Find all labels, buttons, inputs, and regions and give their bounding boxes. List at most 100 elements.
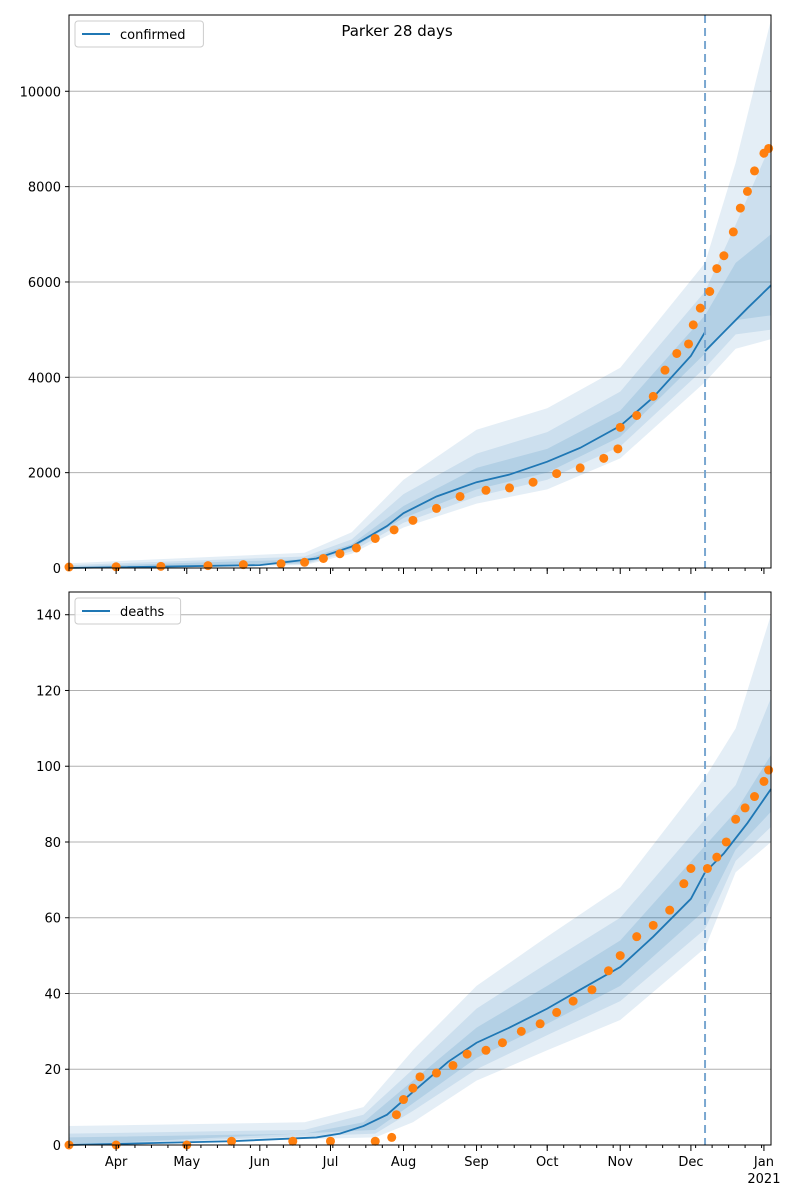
observed-point xyxy=(448,1060,458,1070)
observed-point xyxy=(759,776,769,786)
x-tick-label: Dec xyxy=(678,1155,703,1170)
observed-point xyxy=(587,985,597,995)
observed-point xyxy=(705,287,715,296)
uncertainty-band-inner xyxy=(69,754,771,1145)
y-tick-label: 100 xyxy=(36,760,61,775)
x-tick-label: Nov xyxy=(608,1155,634,1170)
legend: confirmed xyxy=(74,20,204,48)
y-tick-label: 10000 xyxy=(20,85,61,100)
observed-point xyxy=(431,503,441,513)
observed-point xyxy=(528,477,538,487)
observed-point xyxy=(351,543,361,553)
observed-point xyxy=(568,996,578,1006)
y-tick-label: 140 xyxy=(36,609,61,624)
observed-point xyxy=(665,905,675,915)
observed-point xyxy=(335,549,345,559)
observed-point xyxy=(227,1136,237,1146)
observed-point xyxy=(575,463,585,473)
legend-box xyxy=(74,597,182,625)
observed-point xyxy=(481,1045,491,1055)
observed-point xyxy=(203,561,213,571)
y-tick-label: 4000 xyxy=(28,371,61,386)
observed-point xyxy=(672,348,682,358)
observed-point xyxy=(318,553,328,563)
observed-point xyxy=(387,1132,397,1142)
y-tick-label: 80 xyxy=(44,836,61,851)
forecast-line xyxy=(704,788,772,873)
deaths-panel: 0 20 40 60 80 100 120 140 deaths Apr May Jun Jul Aug S… xyxy=(36,591,780,1187)
observed-point xyxy=(408,1083,418,1093)
x-tick-label: Apr xyxy=(105,1155,128,1170)
y-tick-label: 0 xyxy=(53,1139,61,1154)
observed-point xyxy=(535,1019,545,1029)
observed-point xyxy=(728,227,738,237)
observed-point xyxy=(391,1110,401,1120)
observed-point xyxy=(686,864,696,873)
observed-point xyxy=(599,453,609,463)
model-line xyxy=(68,871,706,1146)
observed-point xyxy=(505,483,515,493)
uncertainty-band-outer xyxy=(69,19,771,569)
uncertainty-band-inner xyxy=(69,234,771,569)
observed-point xyxy=(688,320,698,330)
x-tick-label: Jul xyxy=(322,1155,339,1170)
observed-point xyxy=(156,561,166,571)
x-tick-label: May xyxy=(173,1155,200,1170)
observed-point xyxy=(408,515,418,525)
observed-point xyxy=(300,557,310,567)
observed-point xyxy=(370,1136,380,1146)
observed-point xyxy=(516,1026,526,1036)
observed-point xyxy=(399,1095,409,1105)
y-tick-label: 60 xyxy=(44,912,61,927)
observed-point xyxy=(719,251,729,261)
forecast-line xyxy=(704,284,772,352)
observed-point xyxy=(695,303,705,313)
observed-point xyxy=(712,264,722,274)
x-tick-label: Oct xyxy=(536,1155,558,1170)
observed-point xyxy=(389,525,399,535)
uncertainty-band-outer xyxy=(69,614,771,1145)
observed-point xyxy=(481,485,491,495)
legend: deaths xyxy=(74,597,182,625)
observed-point xyxy=(750,792,760,802)
observed-point xyxy=(497,1038,507,1048)
observed-point xyxy=(603,966,613,976)
model-line xyxy=(68,331,706,569)
observed-point xyxy=(735,203,745,213)
axes-frame xyxy=(68,14,772,569)
chart-title: Parker 28 days xyxy=(341,22,452,40)
observed-point xyxy=(552,1007,562,1017)
observed-point xyxy=(660,365,670,375)
observed-point xyxy=(750,166,760,176)
y-tick-label: 20 xyxy=(44,1063,61,1078)
x-tick-label: Jun xyxy=(249,1155,270,1170)
y-tick-label: 40 xyxy=(44,987,61,1002)
observed-point xyxy=(679,879,689,889)
observed-point xyxy=(615,951,625,961)
x-tick-label: Aug xyxy=(391,1155,416,1170)
observed-point xyxy=(764,143,774,153)
observed-point xyxy=(462,1049,472,1059)
observed-point xyxy=(721,837,731,847)
uncertainty-band-middle xyxy=(69,698,771,1145)
observed-point xyxy=(370,533,380,543)
observed-point xyxy=(431,1068,441,1078)
observed-point xyxy=(648,920,658,930)
observed-point xyxy=(238,560,248,570)
y-tick-label: 8000 xyxy=(28,181,61,196)
observed-point xyxy=(552,469,562,479)
y-tick-label: 2000 xyxy=(28,467,61,482)
observed-point xyxy=(764,765,774,775)
observed-point xyxy=(740,803,750,813)
observed-point xyxy=(615,422,625,432)
observed-point xyxy=(415,1072,425,1082)
observed-point xyxy=(632,932,642,942)
observed-point xyxy=(325,1136,335,1146)
observed-point xyxy=(742,186,752,196)
y-tick-label: 6000 xyxy=(28,276,61,291)
x-tick-label: Jan xyxy=(753,1155,774,1170)
observed-point xyxy=(276,559,286,569)
x-tick-label: Sep xyxy=(464,1155,489,1170)
observed-point xyxy=(632,410,642,420)
